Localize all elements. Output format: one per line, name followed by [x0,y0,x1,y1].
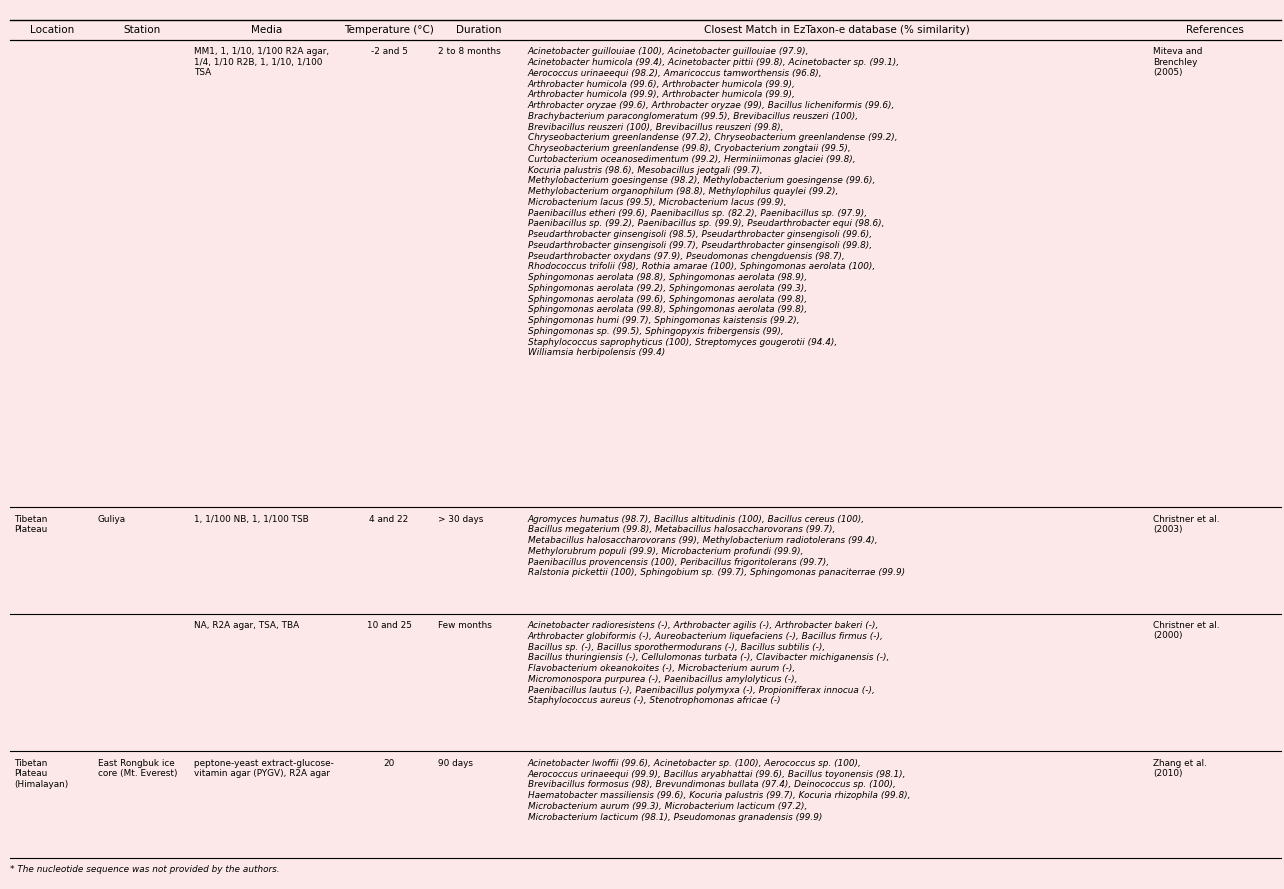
Text: Few months: Few months [438,621,492,630]
Text: Station: Station [123,25,160,35]
Text: 20: 20 [384,759,394,768]
Text: Christner et al.
(2003): Christner et al. (2003) [1153,515,1220,534]
Text: Christner et al.
(2000): Christner et al. (2000) [1153,621,1220,640]
Text: -2 and 5: -2 and 5 [371,47,407,56]
Text: Location: Location [30,25,74,35]
Text: Closest Match in EzTaxon-e database (% similarity): Closest Match in EzTaxon-e database (% s… [704,25,969,35]
Text: Guliya: Guliya [98,515,126,524]
Text: > 30 days: > 30 days [438,515,483,524]
Text: Duration: Duration [456,25,502,35]
Text: Temperature (°C): Temperature (°C) [344,25,434,35]
Text: 2 to 8 months: 2 to 8 months [438,47,501,56]
Text: References: References [1186,25,1244,35]
Text: Acinetobacter guillouiae (100), Acinetobacter guillouiae (97.9),
Acinetobacter h: Acinetobacter guillouiae (100), Acinetob… [528,47,900,357]
Text: 4 and 22: 4 and 22 [370,515,408,524]
Text: Acinetobacter radioresistens (-), Arthrobacter agilis (-), Arthrobacter bakeri (: Acinetobacter radioresistens (-), Arthro… [528,621,889,705]
Text: Tibetan
Plateau
(Himalayan): Tibetan Plateau (Himalayan) [14,759,68,789]
Text: 1, 1/100 NB, 1, 1/100 TSB: 1, 1/100 NB, 1, 1/100 TSB [194,515,308,524]
Text: Tibetan
Plateau: Tibetan Plateau [14,515,48,534]
Text: peptone-yeast extract-glucose-
vitamin agar (PYGV), R2A agar: peptone-yeast extract-glucose- vitamin a… [194,759,334,778]
Text: NA, R2A agar, TSA, TBA: NA, R2A agar, TSA, TBA [194,621,299,630]
Text: 90 days: 90 days [438,759,473,768]
Text: Zhang et al.
(2010): Zhang et al. (2010) [1153,759,1207,778]
Text: MM1, 1, 1/10, 1/100 R2A agar,
1/4, 1/10 R2B, 1, 1/10, 1/100
TSA: MM1, 1, 1/10, 1/100 R2A agar, 1/4, 1/10 … [194,47,329,77]
Text: * The nucleotide sequence was not provided by the authors.: * The nucleotide sequence was not provid… [10,865,280,874]
Text: Miteva and
Brenchley
(2005): Miteva and Brenchley (2005) [1153,47,1202,77]
Text: Media: Media [252,25,282,35]
Text: Agromyces humatus (98.7), Bacillus altitudinis (100), Bacillus cereus (100),
Bac: Agromyces humatus (98.7), Bacillus altit… [528,515,905,577]
Text: 10 and 25: 10 and 25 [367,621,411,630]
Text: East Rongbuk ice
core (Mt. Everest): East Rongbuk ice core (Mt. Everest) [98,759,177,778]
Text: Acinetobacter lwoffii (99.6), Acinetobacter sp. (100), Aerococcus sp. (100),
Aer: Acinetobacter lwoffii (99.6), Acinetobac… [528,759,910,821]
